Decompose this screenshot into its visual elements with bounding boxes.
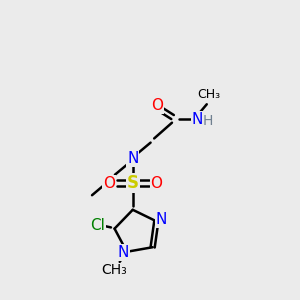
Text: H: H <box>203 114 213 128</box>
Text: S: S <box>127 174 139 192</box>
Text: O: O <box>103 176 115 190</box>
Text: O: O <box>151 176 163 190</box>
Text: Cl: Cl <box>90 218 105 232</box>
Text: CH₃: CH₃ <box>101 263 127 277</box>
Text: N: N <box>156 212 167 227</box>
Text: O: O <box>151 98 163 113</box>
Text: N: N <box>191 112 203 127</box>
Text: CH₃: CH₃ <box>197 88 220 101</box>
Text: N: N <box>127 151 138 166</box>
Text: N: N <box>118 245 129 260</box>
